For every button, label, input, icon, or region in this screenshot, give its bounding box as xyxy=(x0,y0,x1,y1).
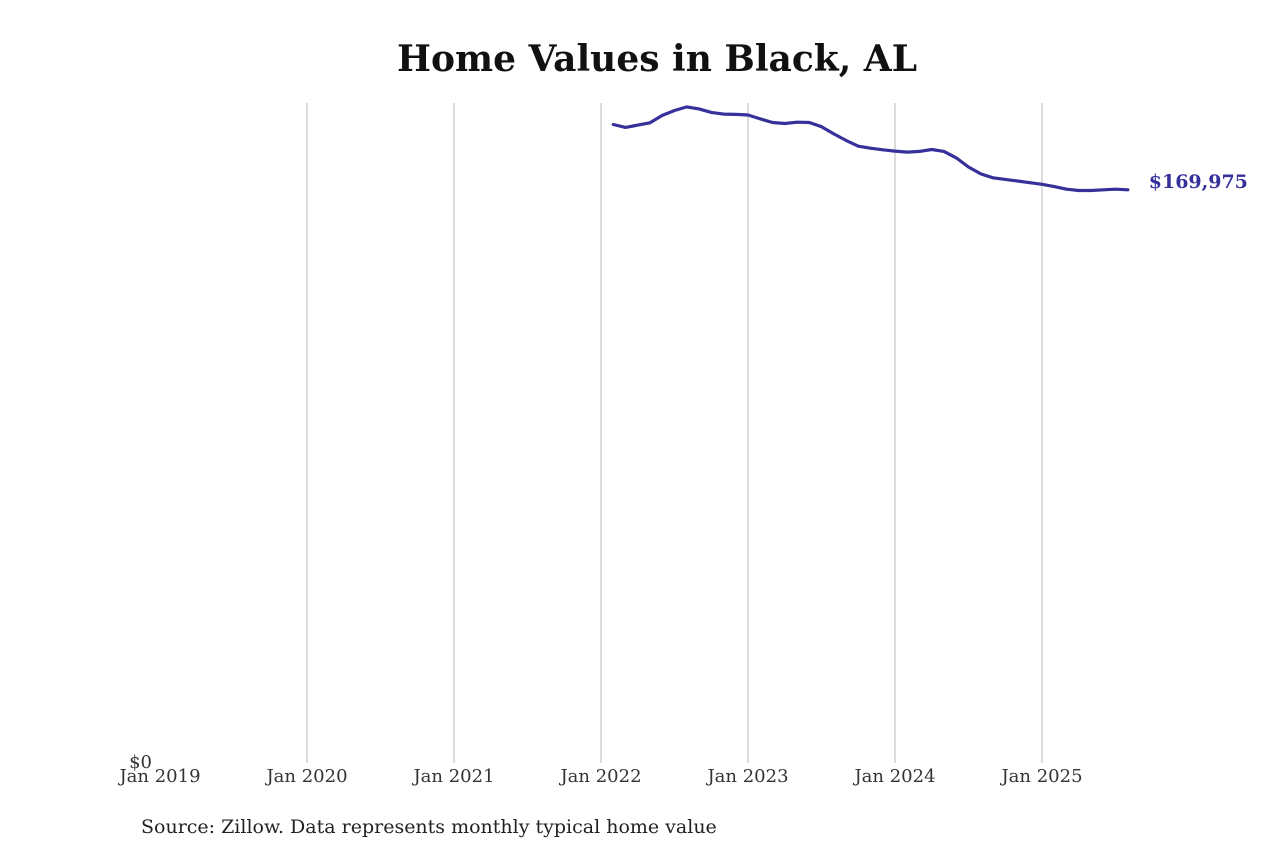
x-tick-label: Jan 2022 xyxy=(558,766,641,787)
data-point xyxy=(881,148,885,152)
data-point xyxy=(1089,189,1093,192)
data-point xyxy=(758,117,762,121)
data-point xyxy=(930,148,934,151)
data-point xyxy=(979,172,983,176)
data-point xyxy=(832,132,836,136)
y-tick-label: $0 xyxy=(129,752,152,773)
data-point xyxy=(856,144,860,148)
data-point xyxy=(807,121,811,124)
data-point xyxy=(648,121,652,125)
data-point xyxy=(709,111,713,114)
x-tick-label: Jan 2023 xyxy=(705,766,788,787)
data-point xyxy=(660,114,664,117)
data-point xyxy=(771,121,774,124)
x-tick-label: Jan 2025 xyxy=(999,766,1082,787)
data-point xyxy=(1126,188,1130,192)
data-point xyxy=(918,150,921,153)
data-point xyxy=(991,176,995,180)
end-label-layer: $169,975 xyxy=(1149,171,1248,193)
x-tick-label: Jan 2019 xyxy=(117,766,200,787)
data-point xyxy=(746,113,750,117)
data-point xyxy=(611,123,615,126)
gridlines xyxy=(306,103,1043,763)
data-point xyxy=(1028,181,1032,185)
x-tick-label: Jan 2021 xyxy=(411,766,494,787)
data-point xyxy=(685,105,689,109)
data-point xyxy=(942,150,946,153)
source-note: Source: Zillow. Data represents monthly … xyxy=(141,816,717,838)
data-point xyxy=(734,113,738,116)
x-axis-ticks: Jan 2019 Jan 2020 Jan 2021 Jan 2022 Jan 2023… xyxy=(117,766,1082,787)
data-point xyxy=(783,122,787,125)
data-point xyxy=(697,107,701,111)
data-point xyxy=(1065,187,1068,191)
data-point xyxy=(673,109,676,112)
x-tick-label: Jan 2020 xyxy=(264,766,347,787)
data-point xyxy=(820,125,823,129)
data-point xyxy=(722,112,725,116)
data-points xyxy=(611,105,1130,192)
data-point xyxy=(905,150,909,154)
data-point xyxy=(1114,187,1117,191)
data-point xyxy=(869,146,872,150)
data-point xyxy=(844,139,848,142)
x-tick-label: Jan 2024 xyxy=(852,766,935,787)
data-point xyxy=(893,149,897,153)
data-point xyxy=(1052,185,1056,189)
end-value-label: $169,975 xyxy=(1149,171,1248,193)
data-point xyxy=(624,126,627,129)
data-point xyxy=(1003,178,1007,181)
data-point xyxy=(1016,179,1019,183)
data-point xyxy=(954,156,958,160)
y-axis-ticks: $0 xyxy=(129,752,152,773)
data-point xyxy=(795,120,799,124)
data-point xyxy=(1040,182,1044,186)
data-point xyxy=(1077,189,1081,192)
chart-title: Home Values in Black, AL xyxy=(396,38,918,80)
data-point xyxy=(1101,188,1105,192)
data-point xyxy=(967,165,970,169)
data-point xyxy=(636,123,640,127)
